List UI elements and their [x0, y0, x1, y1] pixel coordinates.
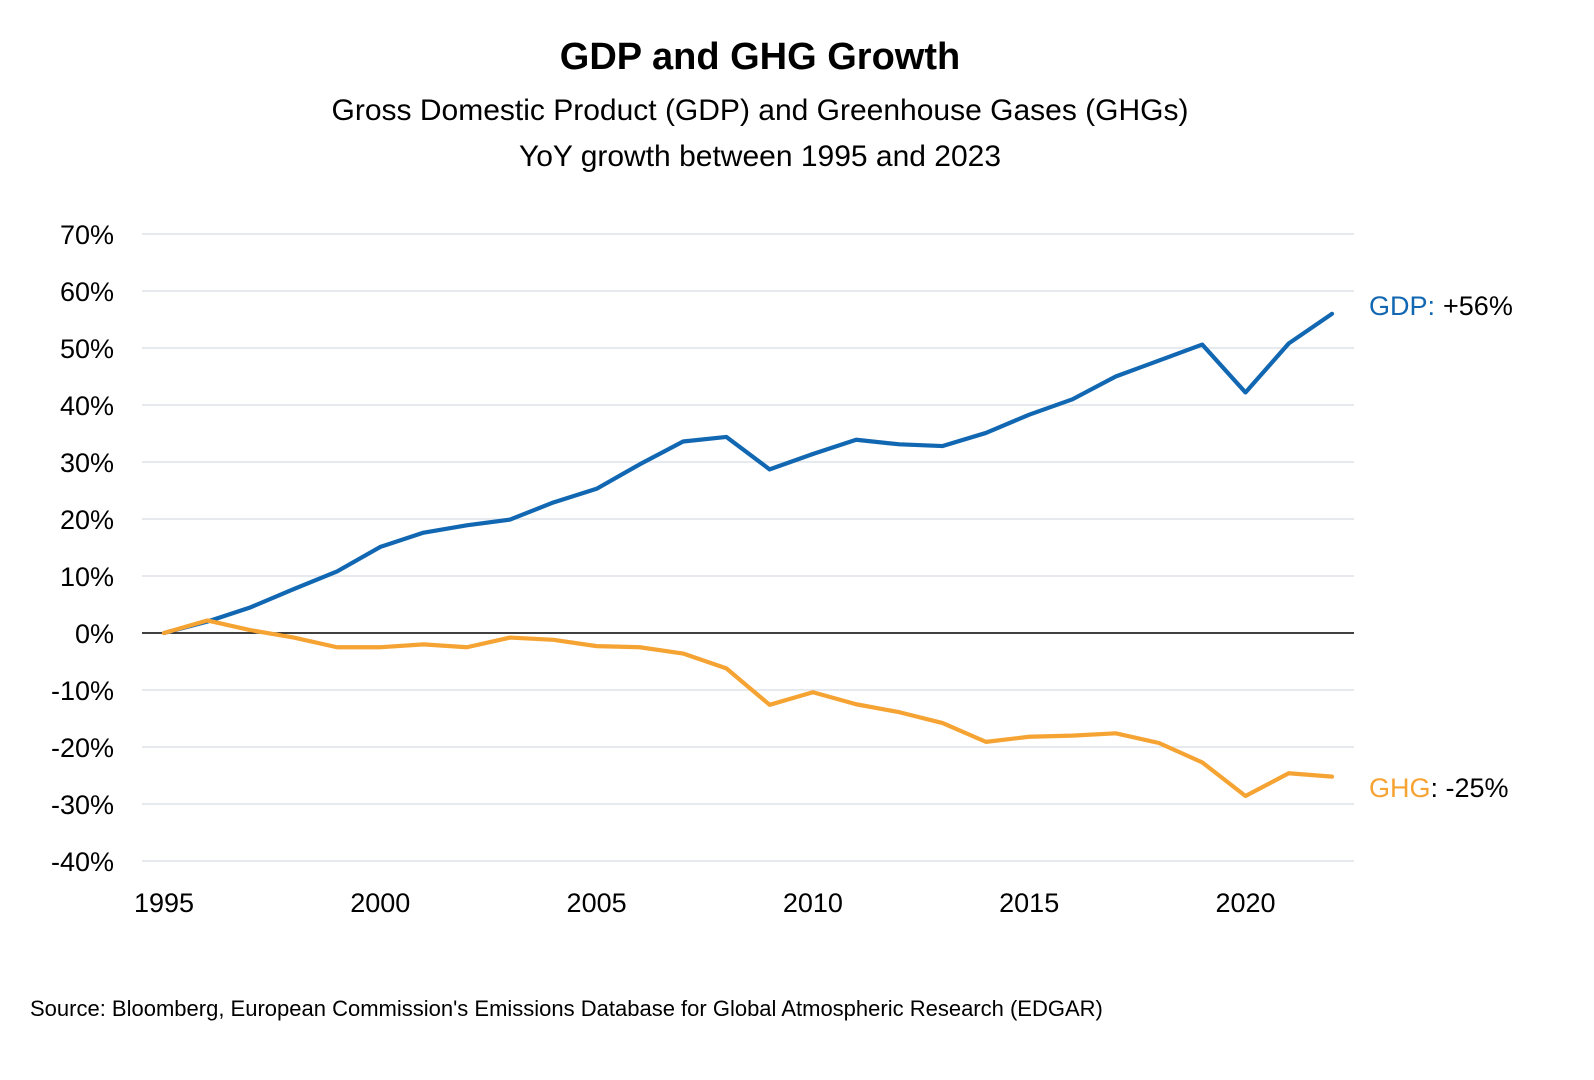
- line-chart: 70%60%50%40%30%20%10%0%-10%-20%-30%-40% …: [51, 220, 1513, 918]
- ghg-end-label-value: : -25%: [1431, 773, 1509, 803]
- x-axis-ticks: 1995 2000 2005 2010 2015 2020: [134, 888, 1276, 918]
- gridlines: [142, 233, 1354, 862]
- y-tick-label: -40%: [51, 847, 114, 877]
- x-tick-label: 2000: [350, 888, 410, 918]
- end-labels: GDP: +56% GHG: -25%: [1369, 291, 1513, 803]
- x-tick-label: 2020: [1215, 888, 1275, 918]
- gdp-end-label-value: +56%: [1443, 291, 1513, 321]
- ghg-end-label: GHG: -25%: [1369, 773, 1509, 803]
- y-tick-label: 10%: [60, 562, 114, 592]
- y-axis-ticks: 70% 60% 50% 40% 30% 20% 10% 0% -10% -20% -30% -40%: [51, 220, 114, 877]
- x-tick-label: 1995: [134, 888, 194, 918]
- chart-subtitle: Gross Domestic Product (GDP) and Greenho…: [0, 88, 1520, 180]
- x-tick-label: 2015: [999, 888, 1059, 918]
- ghg-end-label-name: GHG: [1369, 773, 1431, 803]
- y-tick-label: 50%: [60, 334, 114, 364]
- y-tick-label: -30%: [51, 790, 114, 820]
- y-tick-label: 0%: [75, 619, 114, 649]
- y-tick-label: 20%: [60, 505, 114, 535]
- x-tick-label: 2010: [783, 888, 843, 918]
- y-tick-label: -20%: [51, 733, 114, 763]
- y-tick-label: -10%: [51, 676, 114, 706]
- subtitle-line-1: Gross Domestic Product (GDP) and Greenho…: [331, 94, 1189, 127]
- series-line-ghg: [161, 618, 1335, 799]
- y-tick-label: 30%: [60, 448, 114, 478]
- x-tick-label: 2005: [567, 888, 627, 918]
- gdp-end-label-name: GDP:: [1369, 291, 1435, 321]
- y-tick-label: 40%: [60, 391, 114, 421]
- chart-title: GDP and GHG Growth: [559, 36, 961, 78]
- source-note: Source: Bloomberg, European Commission's…: [30, 996, 1103, 1021]
- series-points: [163, 313, 1333, 797]
- gdp-end-label: GDP: +56%: [1369, 291, 1513, 321]
- series-lines: [161, 311, 1335, 799]
- y-tick-label: 70%: [60, 220, 114, 250]
- series-line-gdp: [161, 311, 1335, 636]
- y-tick-label: 60%: [60, 277, 114, 307]
- subtitle-line-2: YoY growth between 1995 and 2023: [518, 140, 1002, 173]
